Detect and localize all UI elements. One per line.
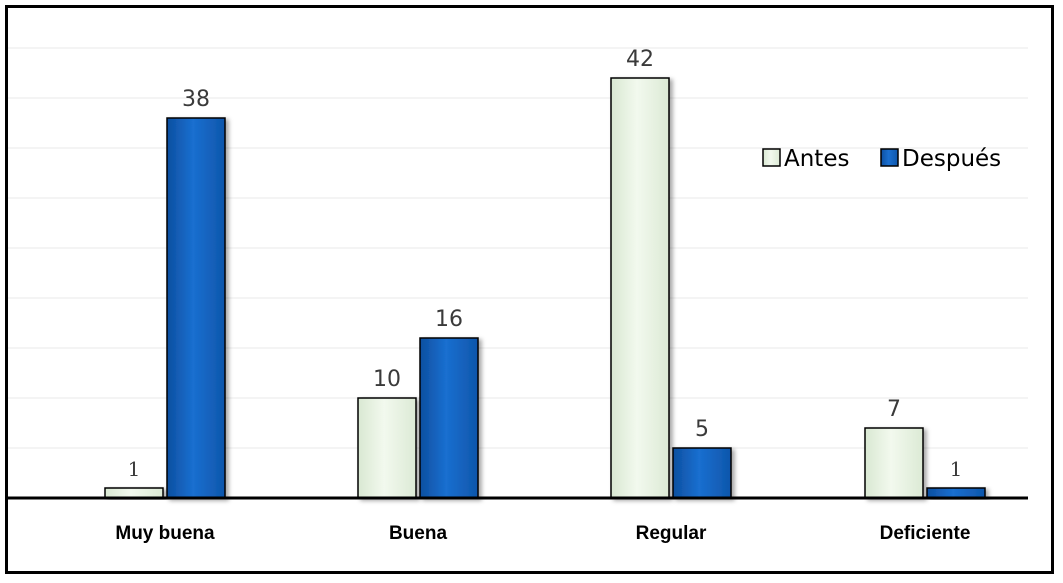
chart-frame: 1 10 42 7 38 16 5 1 Muy buena Buena Regular Defici… xyxy=(5,5,1054,574)
legend-swatch xyxy=(762,148,781,167)
x-tick-label: Muy buena xyxy=(115,523,215,544)
bar-despus-0 xyxy=(166,117,226,499)
legend-item: Antes xyxy=(762,146,849,172)
legend-swatch xyxy=(880,148,899,167)
data-label: 10 xyxy=(373,367,401,392)
legend-label: Después xyxy=(902,146,1001,172)
bar-antes-3 xyxy=(864,427,924,499)
data-label: 16 xyxy=(435,307,463,332)
bar-despus-1 xyxy=(419,337,479,499)
value-labels: 1 10 42 7 38 16 5 1 xyxy=(128,47,963,481)
legend: Antes Después xyxy=(762,146,1001,172)
bar-despus-2 xyxy=(672,447,732,499)
legend-label: Antes xyxy=(784,146,849,172)
bar-antes-2 xyxy=(610,77,670,499)
x-tick-label: Regular xyxy=(636,523,707,544)
x-tick-label: Deficiente xyxy=(880,523,971,544)
x-axis: Muy buena Buena Regular Deficiente xyxy=(8,496,1028,544)
data-label: 1 xyxy=(950,457,963,481)
data-label: 1 xyxy=(128,457,141,481)
data-label: 38 xyxy=(182,87,210,112)
bar-antes-1 xyxy=(357,397,417,499)
data-label: 7 xyxy=(887,397,901,422)
x-tick-label: Buena xyxy=(389,523,448,544)
data-label: 5 xyxy=(695,417,709,442)
bar-chart: 1 10 42 7 38 16 5 1 Muy buena Buena Regular Defici… xyxy=(8,47,1028,544)
gridlines xyxy=(8,47,1028,449)
bars xyxy=(104,77,986,499)
legend-item: Después xyxy=(880,146,1001,172)
data-label: 42 xyxy=(626,47,654,72)
